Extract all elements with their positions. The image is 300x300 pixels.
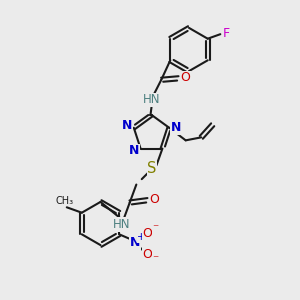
Text: HN: HN	[113, 218, 130, 231]
Text: +: +	[137, 232, 146, 242]
Text: CH₃: CH₃	[55, 196, 74, 206]
Text: N: N	[129, 144, 139, 158]
Text: N: N	[122, 119, 132, 132]
Text: O: O	[142, 227, 152, 240]
Text: ⁻: ⁻	[153, 223, 159, 236]
Text: O: O	[150, 193, 160, 206]
Text: S: S	[147, 161, 157, 176]
Text: O: O	[142, 248, 152, 261]
Text: ⁻: ⁻	[153, 253, 159, 266]
Text: HN: HN	[143, 93, 161, 106]
Text: O: O	[180, 71, 190, 84]
Text: N: N	[130, 236, 140, 249]
Text: N: N	[171, 121, 181, 134]
Text: F: F	[223, 27, 230, 40]
